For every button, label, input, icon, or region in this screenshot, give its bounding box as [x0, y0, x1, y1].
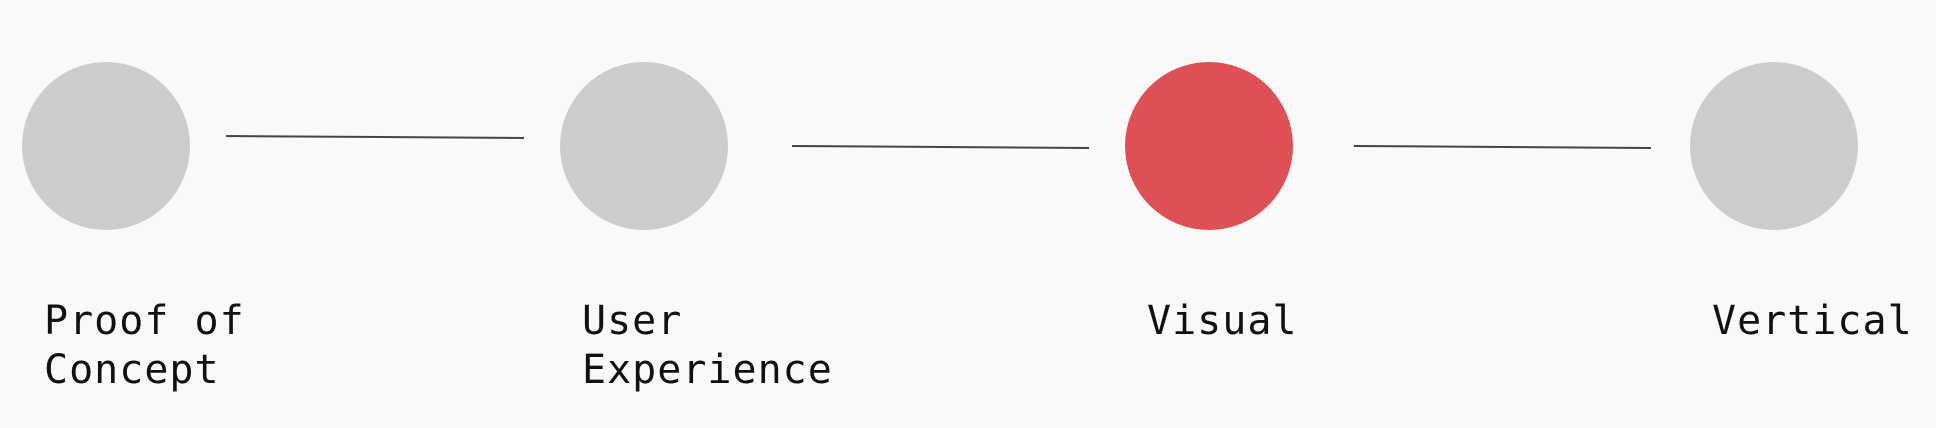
connector-1-2	[225, 135, 525, 139]
step-label-vertical[interactable]: Vertical	[1712, 297, 1913, 346]
connector-3-4	[1353, 145, 1652, 149]
step-label-line: Proof of	[44, 298, 245, 344]
step-circle-visual[interactable]	[1125, 62, 1293, 230]
step-label-line: Visual	[1147, 298, 1298, 344]
connector-2-3	[791, 145, 1090, 149]
step-label-visual[interactable]: Visual	[1147, 297, 1298, 346]
step-label-user-experience[interactable]: User Experience	[582, 297, 833, 395]
step-circle-user-experience[interactable]	[560, 62, 728, 230]
step-circle-proof-of-concept[interactable]	[22, 62, 190, 230]
step-label-proof-of-concept[interactable]: Proof of Concept	[44, 297, 245, 395]
step-label-line: User	[582, 298, 683, 344]
step-label-line: Concept	[44, 347, 220, 393]
step-label-line: Experience	[582, 347, 833, 393]
step-circle-vertical[interactable]	[1690, 62, 1858, 230]
step-label-line: Vertical	[1712, 298, 1913, 344]
